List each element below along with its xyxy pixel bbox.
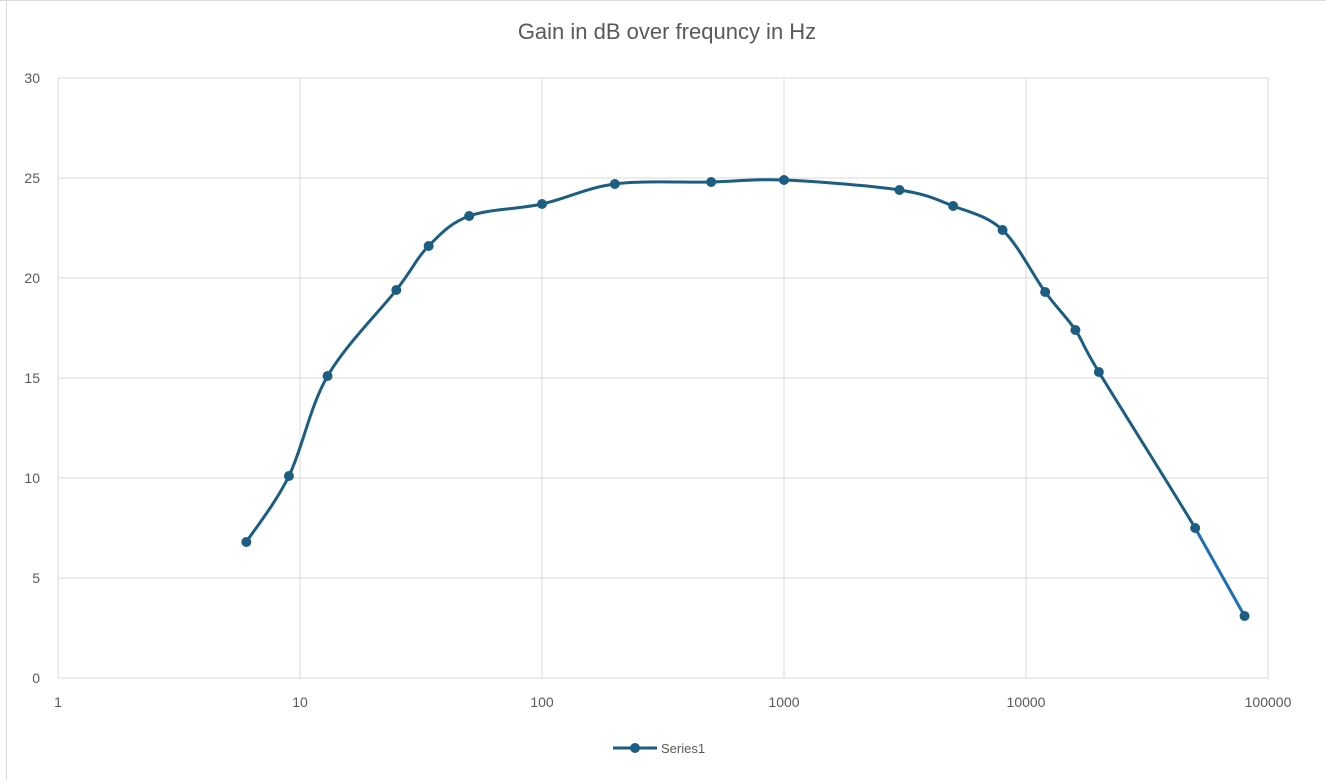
top-border — [0, 0, 1326, 1]
data-point — [241, 537, 252, 547]
legend-label: Series1 — [661, 741, 705, 756]
x-tick-label: 10 — [292, 694, 308, 710]
series-line — [244, 178, 1197, 544]
series-lines — [244, 178, 1247, 618]
data-points — [241, 175, 1250, 621]
data-point — [423, 241, 434, 251]
data-point — [283, 471, 294, 481]
data-point — [464, 211, 475, 221]
x-tick-label: 1000 — [768, 694, 799, 710]
y-axis-ticks: 0 5 10 15 20 25 30 — [24, 70, 40, 686]
data-point — [997, 225, 1008, 235]
x-axis-ticks: 1 10 100 1000 10000 100000 — [54, 694, 1291, 710]
data-point — [706, 177, 717, 187]
left-border — [0, 0, 7, 780]
y-tick-label: 20 — [24, 270, 40, 286]
x-tick-label: 1 — [54, 694, 62, 710]
x-tick-label: 100 — [530, 694, 554, 710]
y-tick-label: 25 — [24, 170, 40, 186]
chart-title: Gain in dB over frequncy in Hz — [518, 19, 816, 44]
data-point — [1239, 611, 1250, 621]
data-point — [1070, 325, 1081, 335]
data-point — [894, 185, 905, 195]
gridlines — [57, 77, 1269, 679]
y-tick-label: 5 — [32, 570, 40, 586]
legend: Series1 — [613, 741, 705, 756]
y-tick-label: 0 — [32, 670, 40, 686]
data-point — [779, 175, 789, 185]
data-point — [537, 199, 547, 209]
legend-marker-icon — [630, 743, 640, 753]
data-point — [1093, 367, 1104, 377]
data-point — [609, 179, 620, 189]
data-point — [391, 285, 402, 295]
data-point — [948, 201, 959, 211]
data-point — [1040, 287, 1051, 297]
data-point — [322, 371, 333, 381]
y-tick-label: 30 — [24, 70, 40, 86]
series-line-segment — [1193, 526, 1247, 618]
x-tick-label: 10000 — [1007, 694, 1046, 710]
x-tick-label: 100000 — [1245, 694, 1292, 710]
y-tick-label: 10 — [24, 470, 40, 486]
data-point — [1190, 523, 1201, 533]
y-tick-label: 15 — [24, 370, 40, 386]
